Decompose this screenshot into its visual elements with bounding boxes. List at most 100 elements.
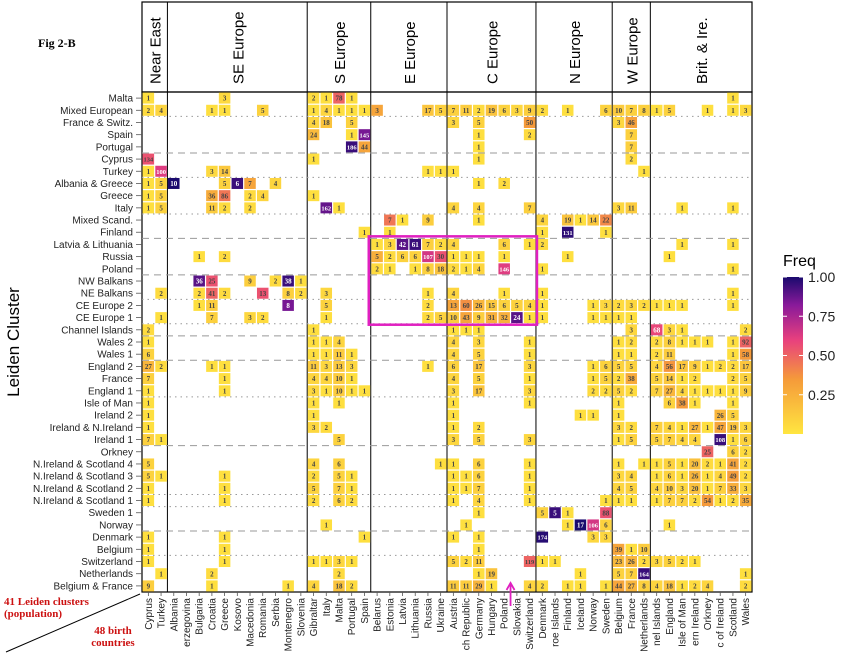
cell-value: 1 bbox=[718, 387, 722, 395]
cell-value: 1 bbox=[502, 253, 506, 261]
cluster-label: Switzerland bbox=[81, 557, 133, 568]
heat-cell bbox=[307, 397, 320, 409]
cell-value: 1 bbox=[680, 302, 684, 310]
cluster-label: Mixed European bbox=[60, 106, 133, 117]
cell-value: 4 bbox=[655, 583, 659, 591]
heat-cell bbox=[422, 104, 434, 116]
heat-cell bbox=[600, 531, 612, 543]
heat-cell bbox=[638, 580, 650, 592]
heat-cell bbox=[320, 202, 333, 214]
heat-cell bbox=[206, 275, 218, 287]
heat-cell bbox=[727, 202, 739, 214]
heat-cell bbox=[256, 287, 269, 299]
cell-value: 1 bbox=[566, 522, 570, 530]
cluster-label: NE Balkans bbox=[81, 289, 133, 300]
cell-value: 1 bbox=[223, 485, 227, 493]
cell-value: 2 bbox=[248, 192, 252, 200]
cell-value: 5 bbox=[159, 192, 163, 200]
cell-value: 5 bbox=[617, 570, 621, 578]
cell-value: 4 bbox=[452, 290, 456, 298]
heat-cell bbox=[320, 421, 333, 433]
cell-value: 1 bbox=[477, 534, 481, 542]
heat-cell bbox=[256, 104, 269, 116]
cell-value: 7 bbox=[680, 497, 684, 505]
heat-cell bbox=[650, 104, 663, 116]
cell-value: 1 bbox=[452, 168, 456, 176]
heat-cell bbox=[447, 580, 460, 592]
cell-value: 1 bbox=[528, 461, 532, 469]
heat-cell bbox=[663, 360, 676, 372]
heat-cell bbox=[345, 470, 358, 482]
cell-value: 5 bbox=[159, 180, 163, 188]
cell-value: 1 bbox=[528, 351, 532, 359]
cell-value: 1 bbox=[477, 180, 481, 188]
cell-value: 3 bbox=[617, 204, 621, 212]
cell-value: 5 bbox=[617, 387, 621, 395]
cell-value: 17 bbox=[424, 107, 432, 115]
heat-cell bbox=[447, 482, 460, 494]
cell-value: 4 bbox=[261, 192, 265, 200]
legend-tick-label: 1.00 bbox=[808, 269, 835, 285]
heat-cell bbox=[345, 385, 358, 397]
cell-value: 1 bbox=[147, 192, 151, 200]
cell-value: 3 bbox=[388, 241, 392, 249]
cell-value: 2 bbox=[706, 461, 710, 469]
cell-value: 1 bbox=[286, 583, 290, 591]
country-label: Macedonia bbox=[246, 598, 257, 647]
cell-value: 2 bbox=[680, 558, 684, 566]
heat-cell bbox=[689, 495, 701, 507]
heat-cell bbox=[689, 385, 701, 397]
heat-cell bbox=[663, 324, 676, 336]
cell-value: 10 bbox=[666, 485, 674, 493]
cell-value: 24 bbox=[513, 314, 521, 322]
cell-value: 2 bbox=[630, 387, 634, 395]
cell-value: 1 bbox=[325, 558, 329, 566]
cell-value: 10 bbox=[170, 180, 178, 188]
cell-value: 2 bbox=[452, 265, 456, 273]
heat-cell bbox=[384, 263, 396, 275]
cell-value: 5 bbox=[325, 302, 329, 310]
country-label: Kosovo bbox=[233, 598, 244, 632]
cell-value: 3 bbox=[630, 326, 634, 334]
heat-cell bbox=[600, 299, 612, 311]
heat-cell bbox=[650, 580, 663, 592]
heat-cell bbox=[587, 385, 599, 397]
cell-value: 1 bbox=[731, 339, 735, 347]
cell-value: 33 bbox=[729, 485, 737, 493]
heat-cell bbox=[523, 373, 536, 385]
cell-value: 10 bbox=[335, 375, 343, 383]
cell-value: 1 bbox=[426, 290, 430, 298]
heat-cell bbox=[701, 336, 714, 348]
heat-cell bbox=[384, 251, 396, 263]
heat-cell bbox=[612, 348, 625, 360]
cell-value: 36 bbox=[196, 278, 204, 286]
heat-cell bbox=[650, 373, 663, 385]
heat-cell bbox=[714, 385, 726, 397]
cell-value: 1 bbox=[541, 290, 545, 298]
heat-cell bbox=[523, 556, 536, 568]
heat-cell bbox=[345, 373, 358, 385]
country-label: Ukraine bbox=[436, 598, 447, 633]
cell-value: 42 bbox=[399, 241, 407, 249]
heat-cell bbox=[447, 299, 460, 311]
cell-value: 3 bbox=[680, 485, 684, 493]
cell-value: 2 bbox=[375, 265, 379, 273]
heat-cell bbox=[523, 104, 536, 116]
heat-cell bbox=[650, 360, 663, 372]
cell-value: 1 bbox=[490, 583, 494, 591]
heat-cell bbox=[727, 104, 739, 116]
heat-cell bbox=[638, 458, 650, 470]
heat-cell bbox=[434, 251, 447, 263]
cell-value: 1 bbox=[566, 583, 570, 591]
cell-value: 18 bbox=[666, 583, 674, 591]
cell-value: 1 bbox=[452, 412, 456, 420]
cell-value: 2 bbox=[464, 558, 468, 566]
heat-cell bbox=[536, 104, 549, 116]
heat-cell bbox=[612, 202, 625, 214]
cluster-label: England 1 bbox=[88, 386, 133, 397]
cell-value: 1 bbox=[147, 412, 151, 420]
heat-cell bbox=[600, 373, 612, 385]
heat-cell bbox=[663, 348, 676, 360]
cell-value: 9 bbox=[147, 583, 151, 591]
cell-value: 25 bbox=[704, 448, 712, 456]
